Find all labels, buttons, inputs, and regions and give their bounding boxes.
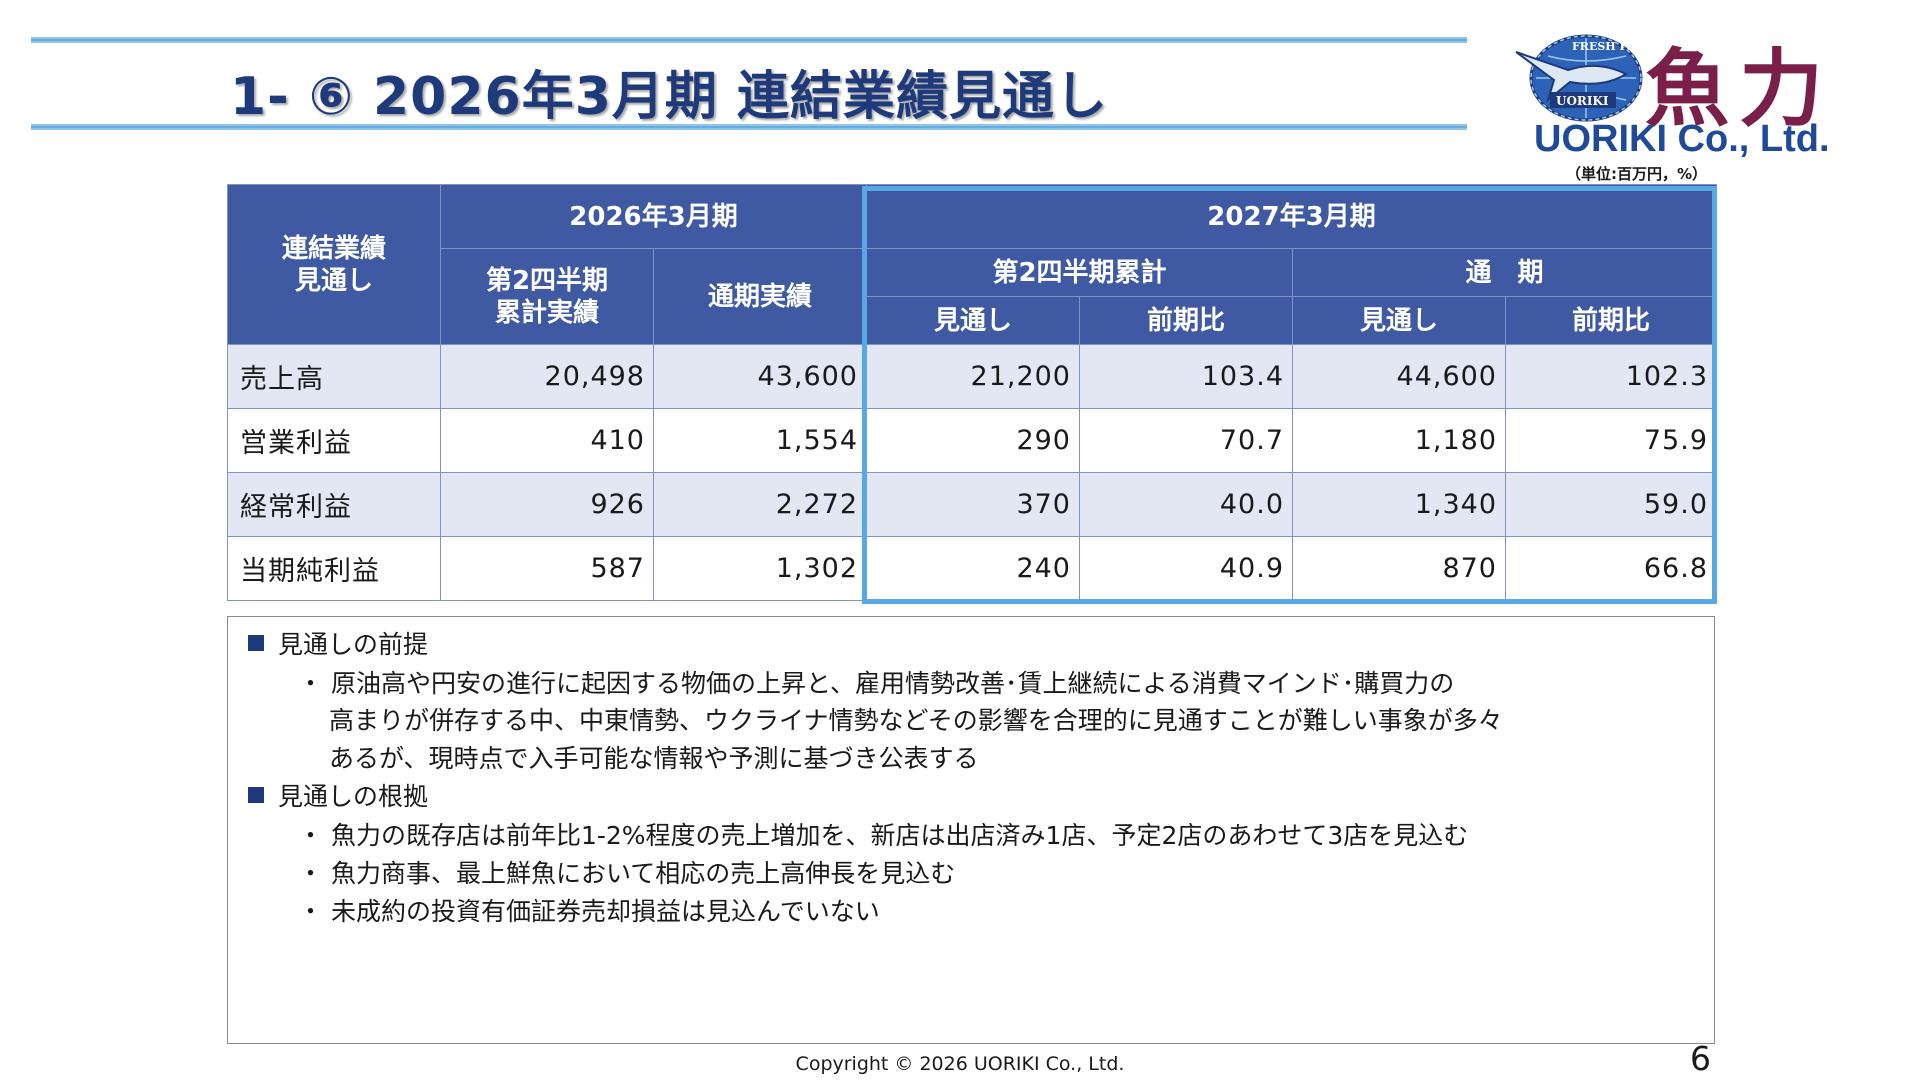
header-2026-full-actual: 通期実績	[653, 248, 867, 345]
cell-h1-yoy: 70.7	[1079, 408, 1293, 473]
cell-full-2026: 1,302	[653, 536, 867, 601]
table-row-net-sales: 売上高 20,498 43,600 21,200 103.4 44,600 10…	[227, 344, 1717, 409]
unit-note: （単位:百万円，%）	[1566, 165, 1708, 183]
note-heading-premise: 見通しの前提	[248, 625, 428, 661]
table-row-net-income: 当期純利益 587 1,302 240 40.9 870 66.8	[227, 536, 1717, 601]
cell-full-2026: 1,554	[653, 408, 867, 473]
company-logo: FRESH FISH UORIKI 魚力 UORIKI Co., Ltd.	[1500, 28, 1880, 160]
page-title: 1‐ ⑥ 2026年3月期 連結業績見通し	[230, 67, 1109, 127]
cell-full-forecast: 44,600	[1292, 344, 1506, 409]
header-rule-bottom	[31, 124, 1467, 130]
cell-h1-forecast: 290	[866, 408, 1080, 473]
cell-h1-forecast: 370	[866, 472, 1080, 537]
table-corner-header: 連結業績 見通し	[227, 184, 441, 345]
cell-full-2026: 43,600	[653, 344, 867, 409]
header-2027-full: 通 期	[1292, 248, 1717, 297]
cell-h1-2026: 587	[440, 536, 654, 601]
logo-english-name: UORIKI Co., Ltd.	[1534, 118, 1830, 160]
header-h1-yoy: 前期比	[1079, 296, 1293, 345]
cell-h1-forecast: 21,200	[866, 344, 1080, 409]
svg-text:UORIKI: UORIKI	[1556, 94, 1609, 108]
table-row-operating-income: 営業利益 410 1,554 290 70.7 1,180 75.9	[227, 408, 1717, 473]
cell-full-forecast: 1,180	[1292, 408, 1506, 473]
cell-h1-yoy: 103.4	[1079, 344, 1293, 409]
note-line: あるが、現時点で入手可能な情報や予測に基づき公表する	[329, 744, 979, 773]
header-h1-forecast: 見通し	[866, 296, 1080, 345]
cell-full-yoy: 75.9	[1505, 408, 1717, 473]
note-line: 高まりが併存する中、中東情勢、ウクライナ情勢などその影響を合理的に見通すことが難…	[329, 706, 1503, 735]
svg-text:FRESH FISH: FRESH FISH	[1572, 40, 1648, 53]
forecast-table: 連結業績 見通し 2026年3月期 2027年3月期 第2四半期 累計実績 通期…	[227, 184, 1717, 601]
cell-full-yoy: 66.8	[1505, 536, 1717, 601]
header-fy2026: 2026年3月期	[440, 184, 867, 249]
note-line: ・ 未成約の投資有価証券売却損益は見込んでいない	[298, 897, 880, 926]
header-full-yoy: 前期比	[1505, 296, 1717, 345]
cell-full-forecast: 870	[1292, 536, 1506, 601]
note-heading-basis: 見通しの根拠	[248, 777, 428, 813]
cell-full-yoy: 59.0	[1505, 472, 1717, 537]
cell-h1-yoy: 40.0	[1079, 472, 1293, 537]
cell-h1-2026: 20,498	[440, 344, 654, 409]
logo-japanese-name: 魚力	[1645, 39, 1834, 138]
marlin-globe-icon: FRESH FISH UORIKI	[1515, 34, 1648, 122]
header-rule-top	[31, 37, 1467, 43]
table-row-ordinary-income: 経常利益 926 2,272 370 40.0 1,340 59.0	[227, 472, 1717, 537]
copyright-footer: Copyright © 2026 UORIKI Co., Ltd.	[795, 1053, 1125, 1075]
header-full-forecast: 見通し	[1292, 296, 1506, 345]
note-line: ・ 魚力商事、最上鮮魚において相応の売上高伸長を見込む	[298, 859, 956, 888]
square-bullet-icon	[248, 635, 264, 651]
square-bullet-icon	[248, 787, 264, 803]
notes-box: 見通しの前提 ・ 原油高や円安の進行に起因する物価の上昇と、雇用情勢改善･賃上継…	[227, 616, 1715, 1044]
page-number: 6	[1690, 1039, 1711, 1078]
cell-full-2026: 2,272	[653, 472, 867, 537]
cell-h1-forecast: 240	[866, 536, 1080, 601]
cell-h1-2026: 926	[440, 472, 654, 537]
cell-full-forecast: 1,340	[1292, 472, 1506, 537]
cell-h1-2026: 410	[440, 408, 654, 473]
row-label: 当期純利益	[227, 536, 441, 601]
note-line: ・ 原油高や円安の進行に起因する物価の上昇と、雇用情勢改善･賃上継続による消費マ…	[298, 669, 1455, 698]
row-label: 売上高	[227, 344, 441, 409]
note-line: ・ 魚力の既存店は前年比1‐2%程度の売上増加を、新店は出店済み1店、予定2店の…	[298, 821, 1469, 850]
header-2027-h1: 第2四半期累計	[866, 248, 1293, 297]
cell-full-yoy: 102.3	[1505, 344, 1717, 409]
row-label: 経常利益	[227, 472, 441, 537]
header-2026-h1-actual: 第2四半期 累計実績	[440, 248, 654, 345]
cell-h1-yoy: 40.9	[1079, 536, 1293, 601]
header-fy2027: 2027年3月期	[866, 184, 1717, 249]
row-label: 営業利益	[227, 408, 441, 473]
